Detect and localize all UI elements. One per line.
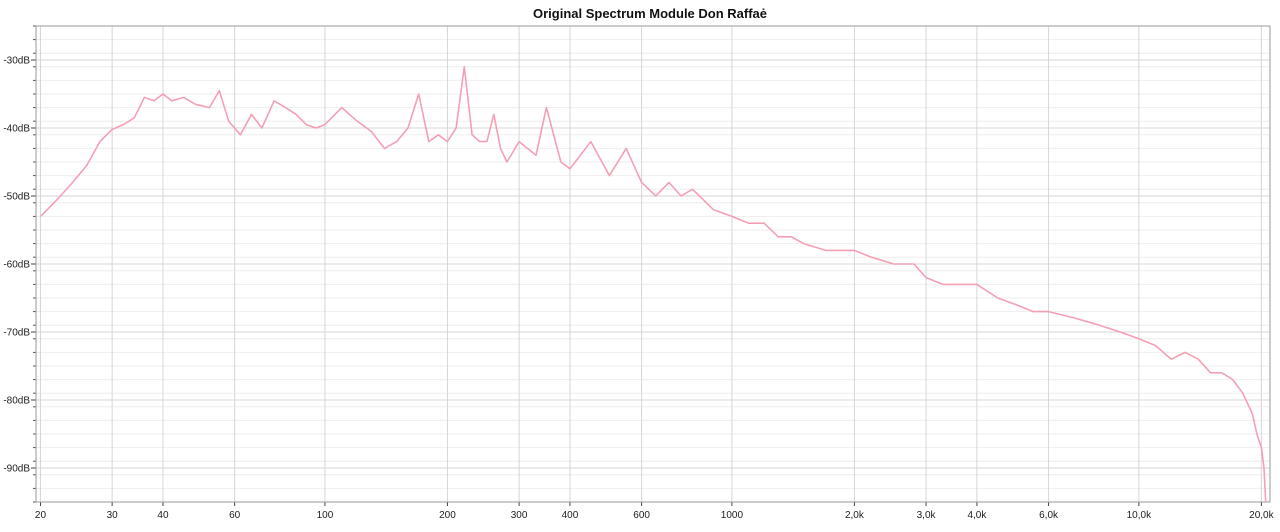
x-tick-label: 200 (439, 510, 456, 521)
y-tick-label: -50dB (3, 192, 30, 203)
x-tick-label: 300 (511, 510, 528, 521)
plot-frame (35, 25, 1271, 503)
spectrum-line (39, 66, 1267, 503)
y-tick-label: -60dB (3, 260, 30, 271)
y-tick-label: -30dB (3, 56, 30, 67)
x-tick-label: 4,0k (967, 510, 987, 521)
y-tick-label: -70dB (3, 328, 30, 339)
chart-title: Original Spectrum Module Don Raffaė (532, 6, 768, 21)
y-tick-label: -80dB (3, 396, 30, 407)
x-tick-label: 30 (107, 510, 119, 521)
x-tick-label: 20 (35, 510, 47, 521)
x-tick-label: 400 (562, 510, 579, 521)
y-tick-label: -40dB (3, 124, 30, 135)
x-tick-label: 2,0k (845, 510, 865, 521)
x-tick-label: 10,0k (1127, 510, 1152, 521)
x-tick-label: 100 (317, 510, 334, 521)
x-tick-label: 40 (157, 510, 169, 521)
x-tick-label: 20,0k (1249, 510, 1274, 521)
x-tick-label: 6,0k (1039, 510, 1059, 521)
x-tick-label: 60 (229, 510, 241, 521)
x-tick-label: 1000 (721, 510, 744, 521)
x-tick-label: 600 (633, 510, 650, 521)
y-tick-label: -90dB (3, 464, 30, 475)
x-tick-label: 3,0k (917, 510, 937, 521)
